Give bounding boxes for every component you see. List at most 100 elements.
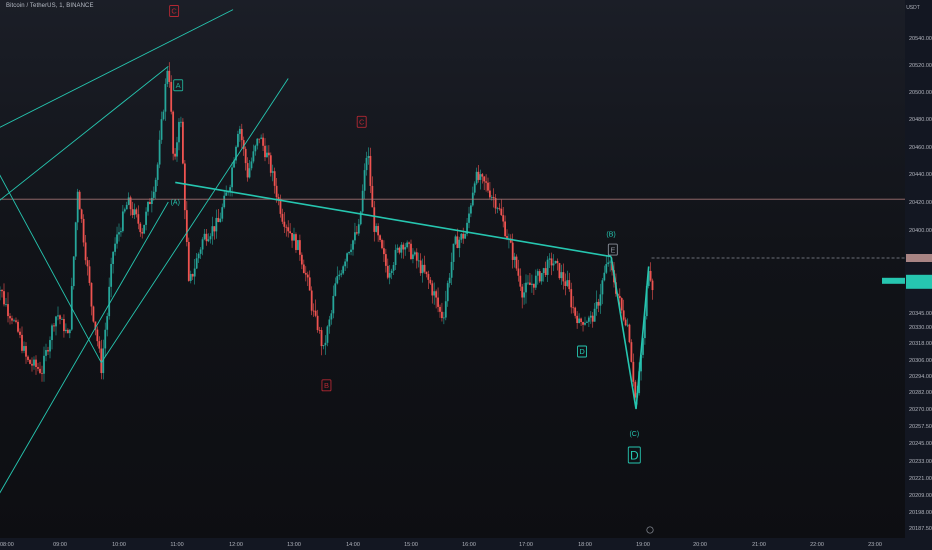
candle-body (63, 319, 65, 332)
wave-label-text: C (359, 118, 365, 127)
candle-body (525, 282, 527, 293)
time-tick: 21:00 (752, 542, 766, 548)
candle-body (558, 263, 561, 279)
candle-body (593, 308, 596, 322)
candle-body (143, 224, 146, 234)
candle-body (386, 265, 389, 278)
candle-body (262, 137, 264, 146)
candle-body (481, 174, 484, 177)
candle-body (304, 273, 307, 275)
price-tick: 20257.50 (909, 424, 932, 430)
price-tick: 20270.00 (909, 407, 932, 413)
candle-body (421, 264, 424, 274)
candle-body (340, 273, 343, 275)
candle-body (601, 280, 604, 295)
candle-body (470, 205, 472, 214)
candle-body (485, 181, 487, 183)
wave-label-box (169, 5, 180, 17)
candle-body (381, 240, 383, 249)
candle-body (607, 262, 610, 265)
candle-body (11, 318, 13, 321)
candle-body (417, 260, 420, 262)
candle-body (9, 316, 11, 319)
wave-label-box (577, 345, 587, 358)
candle-body (80, 209, 83, 219)
time-axis-bg (0, 538, 932, 550)
candle-body (295, 234, 297, 250)
candle-body (375, 226, 378, 232)
wave-label-7: D (577, 345, 587, 358)
candle-body (137, 214, 140, 224)
candle-body (494, 198, 497, 209)
candle-body (473, 183, 476, 193)
wave-label-text: (A) (171, 200, 180, 207)
candle-body (363, 170, 366, 191)
live-price-badge (906, 274, 932, 289)
candle-body (125, 204, 128, 210)
left-diagonal (0, 174, 102, 363)
candle-body (84, 242, 87, 261)
candle-body (174, 153, 176, 157)
candle-body (444, 301, 447, 318)
candle-body (328, 319, 331, 327)
lower-support-line (0, 201, 169, 494)
candle-body (207, 239, 210, 242)
candle-body (271, 171, 274, 173)
candle-body (112, 251, 114, 264)
candle-body (92, 306, 95, 322)
candle-body (19, 331, 21, 335)
candle-body (452, 243, 455, 262)
candle-body (59, 315, 61, 320)
candle-body (176, 142, 178, 157)
candle-body (324, 342, 327, 346)
upper-diagonal (0, 65, 169, 201)
candle-body (458, 239, 461, 248)
candle-body (256, 138, 259, 146)
candle-body (587, 317, 590, 322)
wave-label-4: (B) (606, 232, 615, 239)
candle-body (352, 240, 354, 250)
wave-label-text: (C) (629, 431, 639, 438)
candle-body (252, 151, 255, 162)
candle-body (564, 281, 567, 286)
candle-body (379, 235, 381, 241)
candle-body (568, 280, 571, 290)
candle-body (269, 155, 272, 173)
price-tick: 20520.00 (909, 63, 932, 69)
price-tick: 20221.00 (909, 476, 932, 482)
candle-body (15, 320, 17, 322)
price-tick: 20282.00 (909, 390, 932, 396)
candle-body (388, 273, 391, 278)
candle-body (275, 185, 278, 198)
candle-body (586, 321, 588, 323)
wave-label-text: D (630, 448, 639, 462)
candle-body (152, 191, 155, 198)
candle-body (595, 301, 598, 309)
candle-body (281, 213, 284, 222)
candle-body (552, 263, 555, 266)
candle-body (102, 348, 105, 374)
candle-body (477, 171, 480, 180)
candle-body (377, 226, 380, 236)
candle-body (404, 247, 407, 250)
candle-body (468, 213, 470, 223)
candle-body (244, 148, 247, 164)
candle-body (502, 215, 505, 222)
candle-body (626, 324, 629, 326)
candle-body (154, 179, 157, 192)
candle-body (82, 218, 85, 243)
candle-body (149, 201, 151, 205)
wave-label-text: E (610, 245, 615, 254)
candle-body (118, 232, 120, 235)
price-tick: 20540.00 (909, 36, 932, 42)
candle-body (96, 329, 99, 342)
candle-body (250, 161, 253, 169)
candle-body (400, 244, 403, 253)
candle-body (221, 207, 224, 219)
candle-body (49, 340, 51, 352)
candle-body (129, 197, 132, 210)
current-price-badge (906, 254, 932, 262)
candle-body (240, 128, 243, 141)
